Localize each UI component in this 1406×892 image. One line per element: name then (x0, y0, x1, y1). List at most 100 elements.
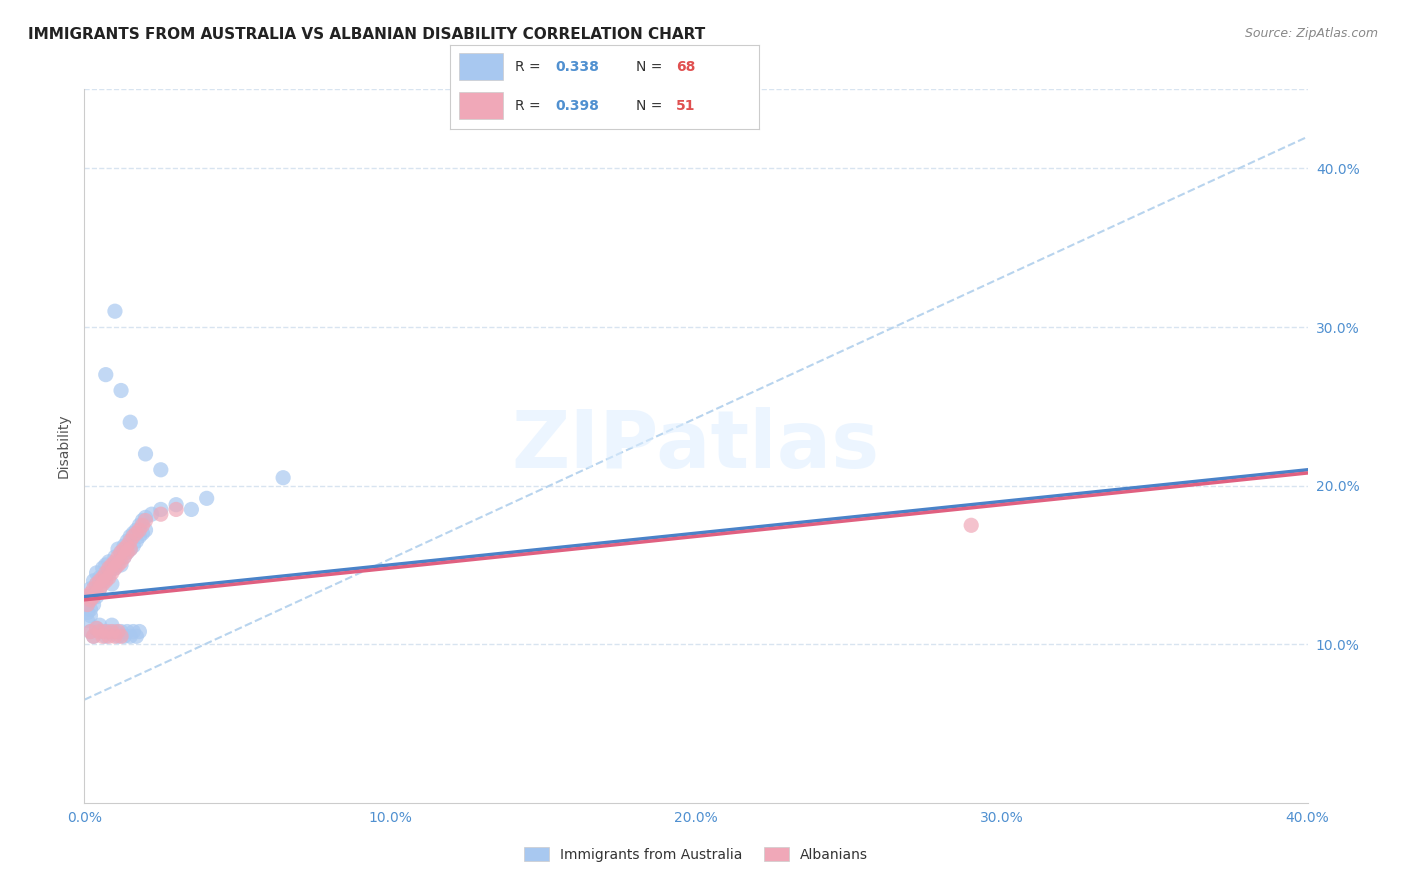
Point (94, 574, 117, 588)
Point (91, 574, 114, 588)
Point (110, 545, 132, 559)
Point (128, 518, 150, 533)
Point (122, 529, 145, 543)
Point (89, 571, 111, 585)
Point (135, 514, 157, 528)
Point (104, 629, 127, 643)
Point (91, 629, 114, 643)
Point (165, 498, 187, 512)
Point (165, 502, 187, 516)
Point (76, 590, 98, 604)
Point (112, 542, 135, 557)
Point (125, 526, 148, 541)
Point (86, 621, 108, 635)
Point (89, 624, 111, 639)
Point (89, 574, 111, 588)
Text: ZIPatlas: ZIPatlas (512, 407, 880, 485)
Point (112, 549, 135, 564)
Point (101, 566, 124, 580)
Point (131, 526, 153, 541)
Point (141, 507, 163, 521)
Text: 0.398: 0.398 (555, 99, 599, 112)
Point (97, 624, 120, 639)
Point (112, 549, 135, 564)
Point (79, 582, 101, 596)
Point (110, 629, 132, 643)
Point (120, 542, 142, 557)
Point (104, 624, 127, 639)
Point (115, 539, 138, 553)
Point (83, 586, 105, 600)
Text: IMMIGRANTS FROM AUSTRALIA VS ALBANIAN DISABILITY CORRELATION CHART: IMMIGRANTS FROM AUSTRALIA VS ALBANIAN DI… (28, 27, 706, 42)
Point (112, 629, 135, 643)
Point (107, 549, 129, 564)
Point (104, 561, 127, 575)
Point (89, 582, 111, 596)
Point (86, 586, 108, 600)
Point (86, 566, 108, 580)
Point (131, 514, 153, 528)
Text: R =: R = (515, 99, 546, 112)
Text: R =: R = (515, 60, 546, 74)
Point (79, 602, 101, 616)
Point (91, 577, 114, 591)
Point (101, 561, 124, 575)
Point (76, 590, 98, 604)
Point (94, 629, 117, 643)
Point (94, 558, 117, 572)
Point (180, 502, 202, 516)
Point (101, 558, 124, 572)
Point (91, 561, 114, 575)
Point (97, 571, 120, 585)
Point (89, 618, 111, 632)
Point (125, 534, 148, 549)
Point (76, 614, 98, 628)
Text: Source: ZipAtlas.com: Source: ZipAtlas.com (1244, 27, 1378, 40)
Point (79, 624, 101, 639)
Point (110, 558, 132, 572)
Y-axis label: Disability: Disability (56, 414, 70, 478)
Point (83, 629, 105, 643)
Point (94, 566, 117, 580)
Text: N =: N = (636, 99, 666, 112)
Point (135, 447, 157, 461)
Point (135, 510, 157, 524)
Point (128, 529, 150, 543)
Point (91, 571, 114, 585)
Point (125, 629, 148, 643)
Point (101, 624, 124, 639)
Point (104, 555, 127, 569)
Point (86, 590, 108, 604)
Point (107, 555, 129, 569)
Point (79, 608, 101, 623)
Text: 0.338: 0.338 (555, 60, 599, 74)
Point (110, 545, 132, 559)
Point (149, 463, 172, 477)
Point (76, 598, 98, 612)
Point (960, 518, 983, 533)
Bar (460, 54, 502, 80)
Point (83, 574, 105, 588)
Point (79, 592, 101, 607)
Point (115, 534, 138, 549)
Point (112, 539, 135, 553)
Point (83, 629, 105, 643)
Point (101, 577, 124, 591)
Point (83, 590, 105, 604)
Point (122, 539, 145, 553)
Point (76, 606, 98, 620)
Point (91, 624, 114, 639)
Point (107, 558, 129, 572)
Point (97, 555, 120, 569)
Point (94, 569, 117, 583)
Point (79, 592, 101, 607)
Text: 68: 68 (676, 60, 695, 74)
Point (120, 629, 142, 643)
Point (97, 561, 120, 575)
Point (104, 304, 127, 318)
Point (120, 542, 142, 557)
Point (83, 598, 105, 612)
Point (128, 523, 150, 537)
Point (128, 624, 150, 639)
Point (97, 566, 120, 580)
